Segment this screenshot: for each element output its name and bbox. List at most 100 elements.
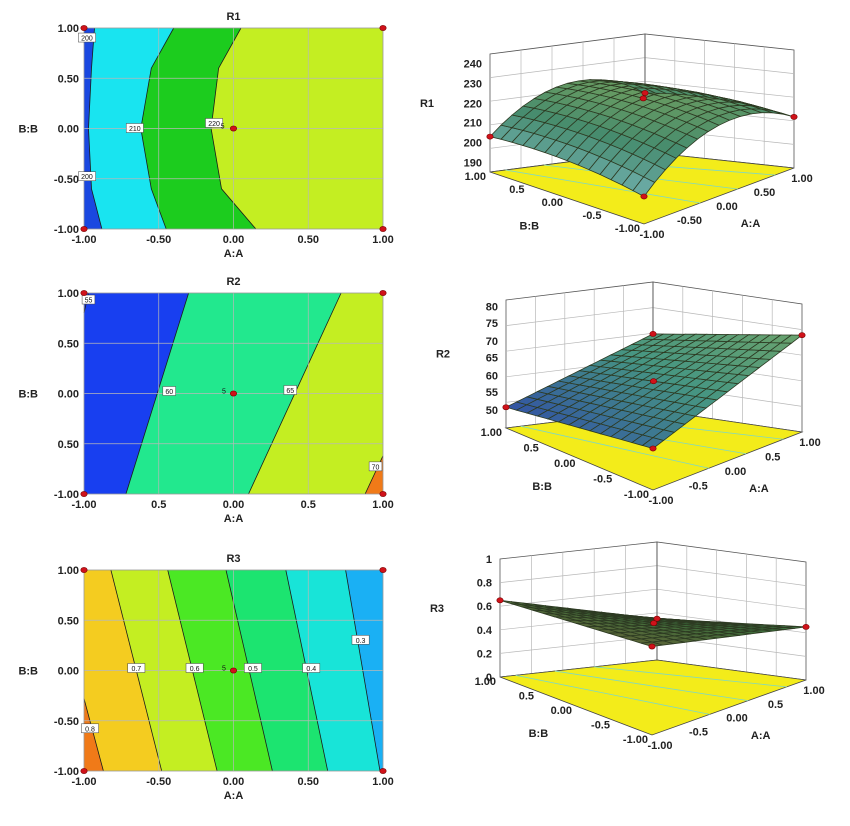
contour-label-box [81, 294, 96, 305]
design-point [379, 290, 387, 296]
surface-plot-r3: 1 0.8 0.6 0.4 0.2 0 R3 -1.00 -0.5 0.00 0.5 1.00 1.00… [430, 541, 825, 752]
a-tick-label: -1.00 [639, 229, 664, 241]
design-point [80, 491, 88, 497]
z-tick-label: 75 [486, 318, 498, 330]
design-point [798, 332, 806, 339]
z-tick-label: 230 [464, 79, 482, 91]
wall-gridline [656, 565, 807, 586]
design-point [379, 491, 387, 497]
a-tick-label: 1.00 [803, 685, 824, 697]
x-axis-label: A:A [749, 483, 769, 495]
b-tick-label: 0.00 [542, 197, 563, 209]
x-tick-label: 0.50 [298, 776, 319, 788]
contour-label-text: 200 [81, 36, 93, 43]
b-tick-label: 0.5 [523, 443, 538, 455]
contour-label: 60 [162, 386, 176, 396]
contour-plot-r3: -1.00 -0.50 0.00 0.50 1.00 1.00 0.50 0.00 -0.50 -… [18, 553, 393, 802]
contour-label: 220 [205, 118, 223, 128]
b-tick-label: -1.00 [623, 734, 648, 746]
contour-line [83, 698, 104, 772]
y-tick-label: 1.00 [58, 288, 79, 300]
design-point [230, 390, 238, 397]
contour-label-text: 0.6 [190, 666, 200, 673]
y-tick-label: -1.00 [54, 766, 79, 778]
contour-label: 0.8 [81, 723, 99, 733]
b-tick-label: -1.00 [615, 223, 640, 235]
design-point [80, 226, 88, 232]
contour-label-box [162, 386, 176, 396]
design-point [80, 290, 88, 296]
z-tick-label: 0 [486, 672, 492, 684]
a-tick-label: 0.50 [754, 187, 775, 199]
z-tick-label: 50 [486, 405, 498, 417]
contour-label-box [185, 663, 204, 673]
wall-gridline [644, 80, 795, 98]
z-tick-label: 0.4 [477, 625, 493, 637]
wall-gridline [644, 57, 795, 74]
design-point [379, 226, 387, 232]
x-tick-label: 0.5 [301, 499, 316, 511]
replicate-count: 5 [222, 388, 226, 395]
a-tick-label: 0.00 [725, 466, 746, 478]
y-tick-label: 0.50 [58, 338, 79, 350]
b-tick-label: 0.00 [551, 705, 572, 717]
a-tick-label: -0.5 [689, 726, 708, 738]
x-tick-label: -1.00 [71, 776, 96, 788]
b-tick-label: 0.00 [554, 458, 575, 470]
contour-label: 55 [81, 294, 96, 305]
contour-label-text: 65 [286, 388, 294, 395]
contour-label-text: 0.3 [356, 638, 366, 645]
y-tick-label: 0.50 [58, 73, 79, 85]
x-tick-label: -1.00 [71, 234, 96, 246]
z-tick-label: 55 [486, 387, 498, 399]
wall-gridline [489, 57, 646, 78]
contour-plot-r1: -1.00 -0.50 0.00 0.50 1.00 1.00 0.50 0.00 -0.50 -… [18, 11, 393, 260]
surface-plot-r1: 240 230 220 210 200 190 R1 -1.00 -0.50 0.00 0.50 1.… [420, 33, 813, 241]
contour-label: 0.3 [351, 635, 370, 645]
floor-contour-line [594, 666, 787, 688]
b-tick-label: -0.5 [591, 720, 610, 732]
contour-label-box [127, 663, 146, 673]
z-axis-label: R1 [420, 98, 434, 110]
b-tick-label: 1.00 [465, 171, 486, 183]
a-tick-label: -1.00 [647, 740, 672, 752]
design-point [379, 567, 387, 573]
contour-label: 70 [368, 461, 383, 472]
contour-label-text: 220 [208, 121, 220, 128]
contour-label: 65 [283, 385, 297, 395]
x-tick-label: -1.00 [71, 499, 96, 511]
replicate-count: 5 [221, 123, 225, 130]
z-tick-label: 240 [464, 58, 482, 70]
b-tick-label: 1.00 [481, 427, 502, 439]
y-tick-label: 0.00 [58, 389, 79, 401]
x-tick-label: 1.00 [372, 234, 393, 246]
contour-label-box [351, 635, 370, 645]
wall-gridline [652, 307, 803, 330]
contour-label-text: 200 [81, 174, 93, 181]
floor-contour-line [554, 670, 749, 702]
contour-label-box [368, 461, 383, 472]
contour-label-text: 0.5 [248, 666, 258, 673]
z-tick-label: 70 [486, 336, 498, 348]
contour-label-box [78, 32, 96, 43]
floor-contour-line [520, 425, 709, 469]
contour-label: 0.5 [244, 663, 262, 673]
y-tick-label: -1.00 [54, 489, 79, 501]
contour-label-box [283, 385, 297, 395]
a-tick-label: 0.00 [726, 713, 747, 725]
design-point [80, 567, 88, 573]
plot-frame [83, 27, 384, 230]
design-point [649, 378, 657, 385]
z-axis-label: R2 [436, 349, 450, 361]
contour-label-box [205, 118, 223, 128]
y-tick-label: 1.00 [58, 565, 79, 577]
chart-title: R3 [226, 553, 240, 565]
contour-label-text: 70 [372, 464, 380, 471]
side-wall [656, 541, 807, 681]
plot-frame [83, 292, 384, 495]
design-point [802, 624, 810, 630]
x-tick-label: 0.50 [298, 234, 319, 246]
z-tick-label: 65 [486, 353, 498, 365]
x-tick-label: 1.00 [372, 499, 393, 511]
